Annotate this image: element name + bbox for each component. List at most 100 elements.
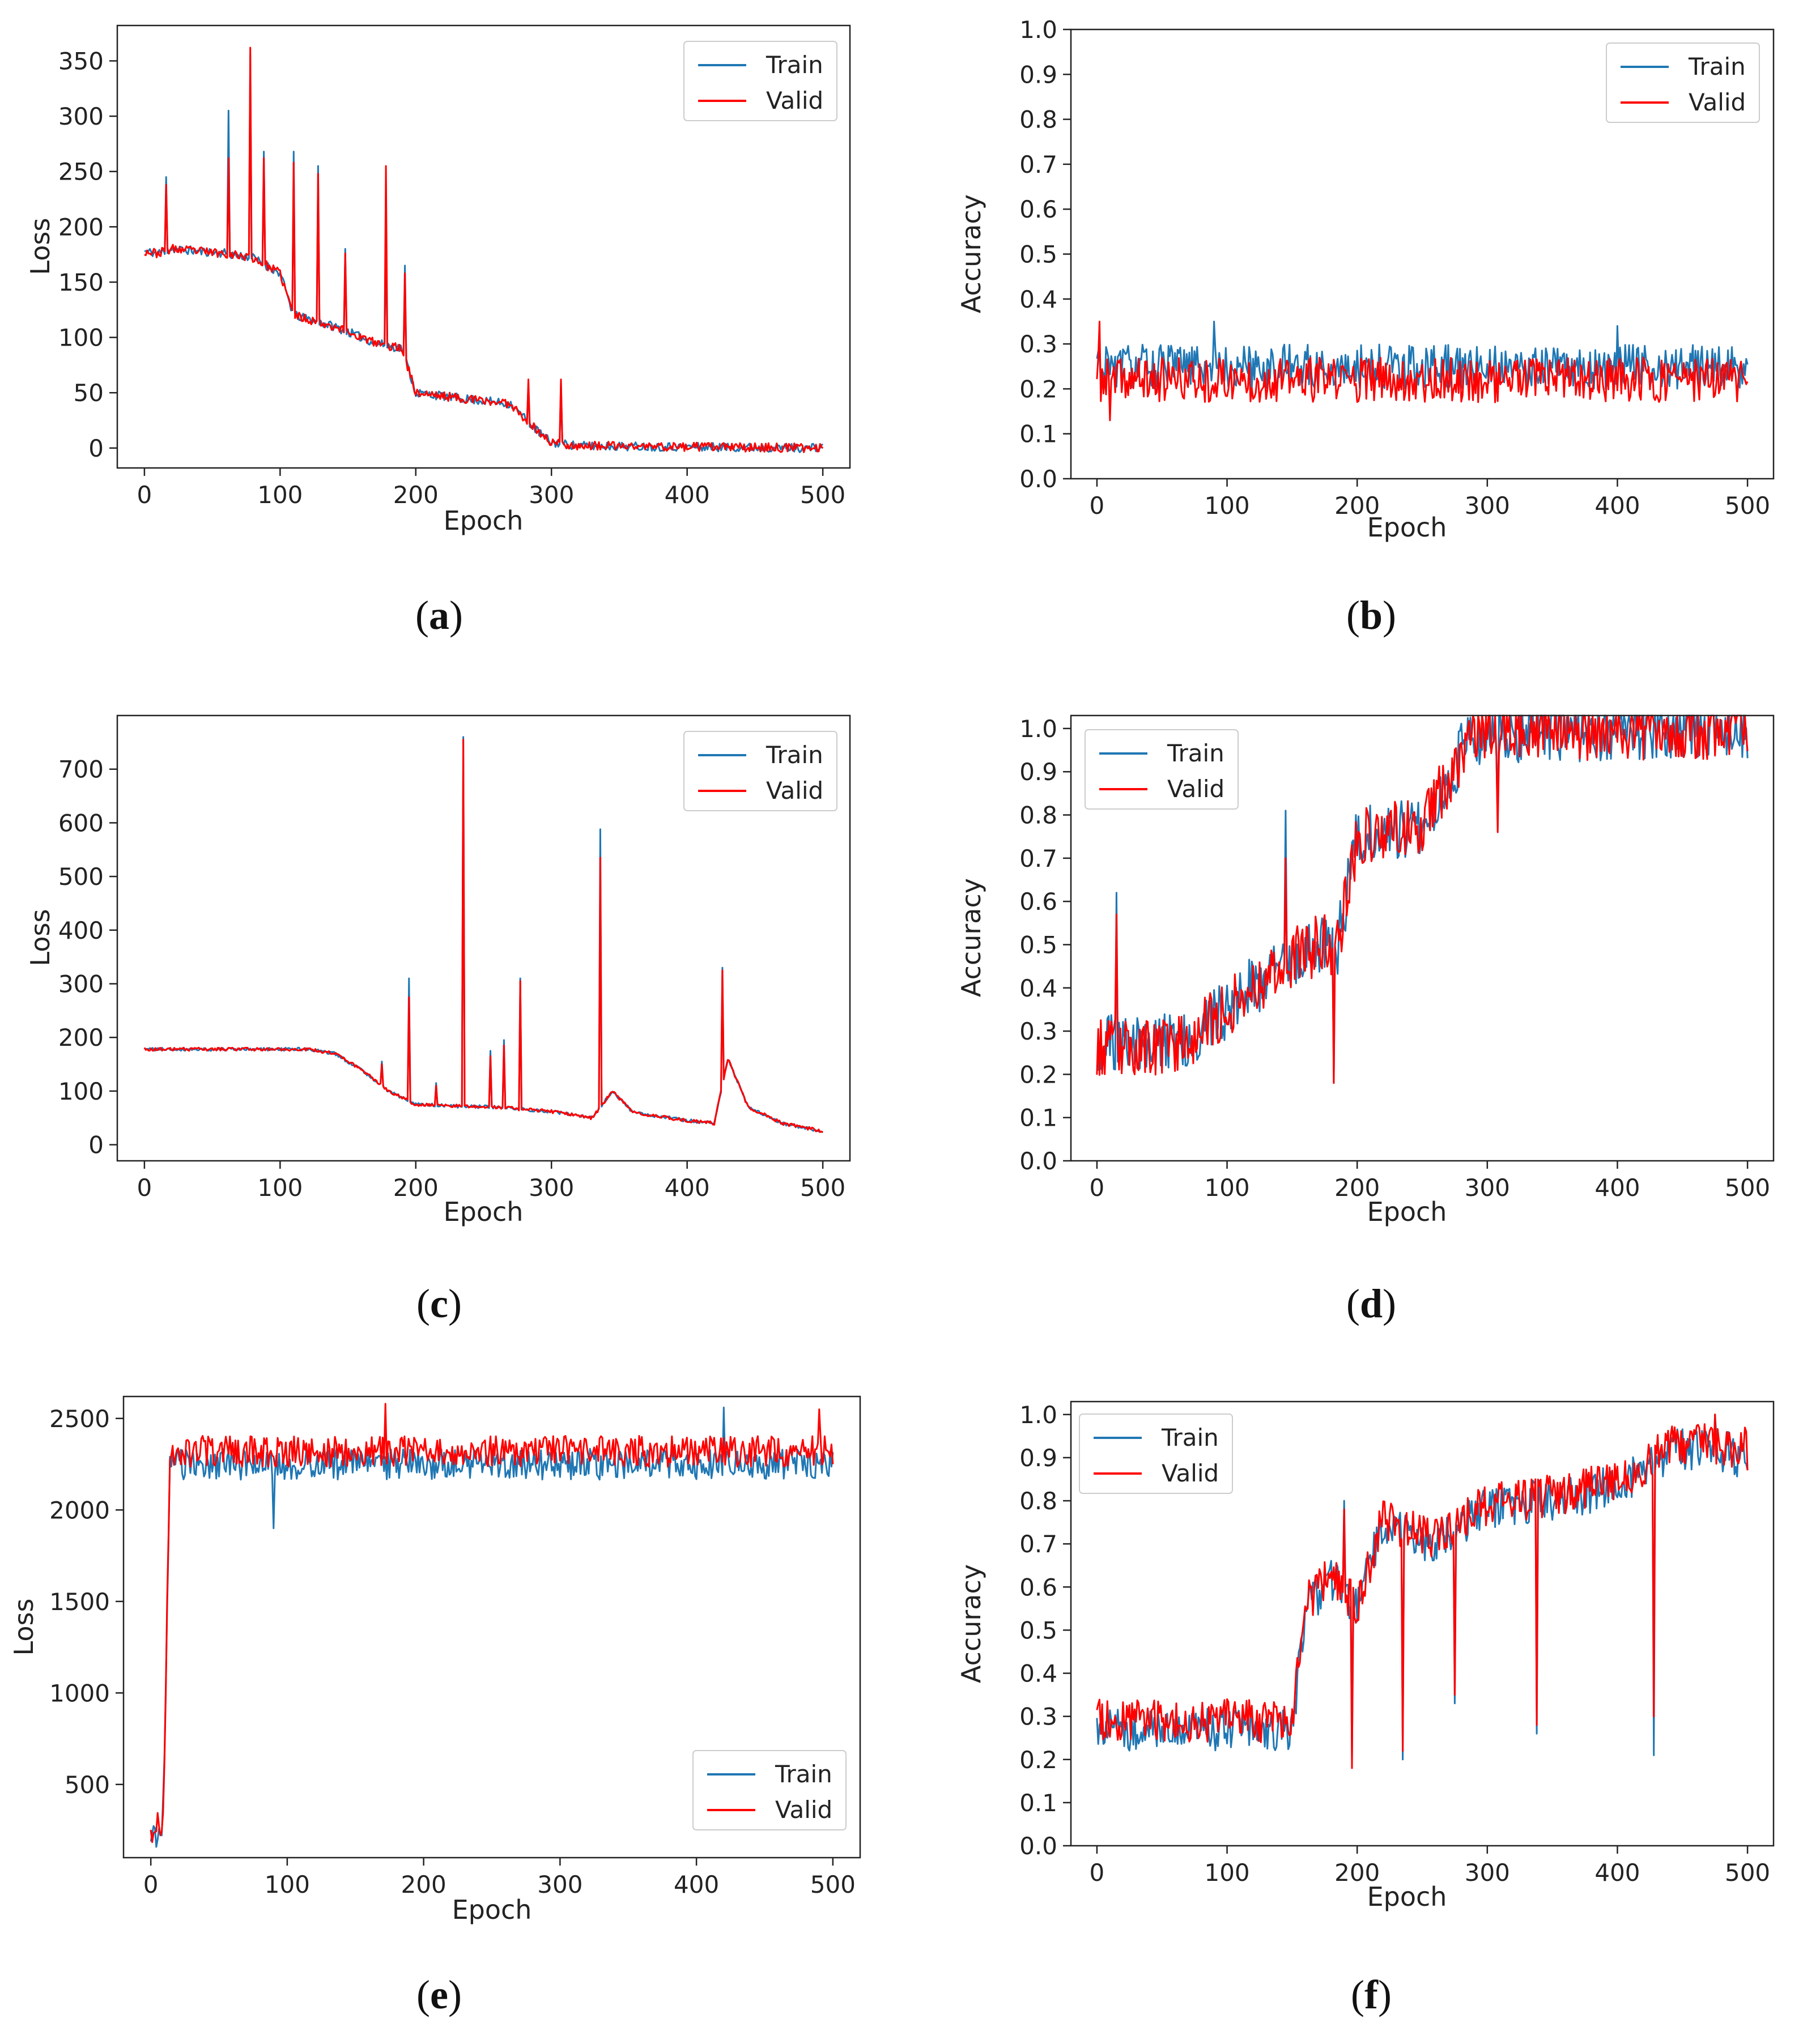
x-tick-label-c-0: 0	[137, 1174, 152, 1202]
y-tick-label-d-5: 0.5	[1019, 931, 1057, 959]
y-tick-label-b-0: 0.0	[1019, 465, 1057, 493]
y-tick-label-c-0: 0	[88, 1131, 104, 1159]
legend-a: Train Valid	[683, 41, 837, 121]
x-tick-label-f-0: 0	[1090, 1859, 1105, 1887]
legend-train-label-f: Train	[1161, 1424, 1219, 1451]
caption-e: (e)	[416, 1972, 462, 2017]
y-tick-label-b-10: 1.0	[1019, 16, 1057, 44]
legend-e: Train Valid	[692, 1750, 847, 1830]
panel-f: 0 100 200 300 400 500 0.0 0.1 0.2 0.3 0.4 0.5 0.6 0.7…	[956, 1400, 1775, 1912]
x-tick-label-a-5: 500	[800, 481, 845, 509]
y-tick-label-d-8: 0.8	[1019, 802, 1057, 829]
y-tick-label-b-3: 0.3	[1019, 330, 1057, 358]
panel-a: 0 100 200 300 400 500 0 50 100 150 200 250 300 350 Ep…	[25, 24, 851, 536]
y-tick-label-e-3: 2000	[49, 1496, 110, 1524]
y-tick-label-a-6: 300	[58, 103, 104, 130]
x-tick-label-b-4: 400	[1594, 492, 1640, 520]
x-tick-label-f-5: 500	[1725, 1859, 1770, 1887]
x-tick-label-b-5: 500	[1725, 492, 1770, 520]
y-tick-label-f-3: 0.3	[1019, 1703, 1057, 1731]
legend-d: Train Valid	[1085, 729, 1239, 810]
y-tick-label-a-3: 150	[58, 269, 104, 296]
x-tick-label-c-3: 300	[529, 1174, 574, 1202]
ticks-b: 0 100 200 300 400 500 0.0 0.1 0.2 0.3 0.4 0.5 0.6 0.7…	[1019, 16, 1770, 520]
legend-valid-label-f: Valid	[1162, 1459, 1219, 1487]
x-tick-label-a-2: 200	[393, 481, 439, 509]
y-tick-label-b-9: 0.9	[1019, 61, 1057, 88]
series-f	[1096, 1413, 1749, 1769]
x-tick-label-c-2: 200	[393, 1174, 439, 1202]
y-tick-label-e-2: 1500	[49, 1588, 110, 1616]
series-b	[1096, 321, 1749, 421]
y-tick-label-f-5: 0.5	[1019, 1616, 1057, 1644]
y-tick-label-d-0: 0.0	[1019, 1147, 1057, 1175]
caption-f: (f)	[1351, 1972, 1392, 2017]
plot-frame-e	[122, 1395, 861, 1859]
y-tick-label-f-10: 1.0	[1019, 1401, 1057, 1429]
series-line-a-valid	[144, 46, 824, 453]
x-axis-label-c: Epoch	[444, 1197, 524, 1227]
caption-a: (a)	[415, 593, 463, 638]
y-tick-label-b-2: 0.2	[1019, 375, 1057, 403]
y-tick-label-f-1: 0.1	[1019, 1789, 1057, 1817]
y-tick-label-d-6: 0.6	[1019, 888, 1057, 916]
x-tick-label-f-3: 300	[1465, 1859, 1510, 1887]
y-tick-label-e-1: 1000	[49, 1679, 110, 1707]
panel-b: 0 100 200 300 400 500 0.0 0.1 0.2 0.3 0.4 0.5 0.6 0.7…	[956, 16, 1775, 543]
x-axis-label-f: Epoch	[1367, 1881, 1447, 1912]
y-tick-label-d-10: 1.0	[1019, 715, 1057, 743]
x-tick-label-d-3: 300	[1465, 1174, 1510, 1202]
y-tick-label-a-7: 350	[58, 47, 104, 75]
y-tick-label-d-2: 0.2	[1019, 1061, 1057, 1088]
x-tick-label-c-4: 400	[665, 1174, 710, 1202]
y-tick-label-d-9: 0.9	[1019, 758, 1057, 786]
ticks-d: 0 100 200 300 400 500 0.0 0.1 0.2 0.3 0.4 0.5 0.6 0.7…	[1019, 715, 1770, 1202]
y-axis-label-a: Loss	[25, 218, 56, 275]
y-tick-label-f-7: 0.7	[1019, 1530, 1057, 1558]
caption-b: (b)	[1346, 593, 1396, 638]
plot-frame-d	[1070, 714, 1775, 1162]
y-tick-label-b-7: 0.7	[1019, 151, 1057, 178]
y-tick-label-c-2: 200	[58, 1024, 104, 1051]
ticks-c: 0 100 200 300 400 500 0 100 200 300 400 500 600 700	[58, 756, 845, 1202]
y-tick-label-b-1: 0.1	[1019, 420, 1057, 448]
x-axis-label-a: Epoch	[444, 505, 524, 536]
y-tick-label-e-0: 500	[65, 1771, 110, 1799]
x-tick-label-e-2: 200	[401, 1871, 447, 1898]
y-tick-label-b-6: 0.6	[1019, 195, 1057, 223]
x-tick-label-f-1: 100	[1204, 1859, 1249, 1887]
x-tick-label-f-4: 400	[1594, 1859, 1640, 1887]
legend-valid-label-c: Valid	[766, 777, 823, 804]
y-tick-label-f-0: 0.0	[1019, 1832, 1057, 1860]
ticks-f: 0 100 200 300 400 500 0.0 0.1 0.2 0.3 0.4 0.5 0.6 0.7…	[1019, 1401, 1770, 1887]
y-axis-label-d: Accuracy	[956, 878, 986, 997]
y-tick-label-d-3: 0.3	[1019, 1017, 1057, 1045]
plot-frame-a	[116, 24, 851, 469]
y-tick-label-c-5: 500	[58, 863, 104, 891]
plot-frame-c	[116, 714, 851, 1162]
series-line-c-valid	[143, 739, 823, 1133]
legend-train-label-c: Train	[766, 741, 823, 769]
x-tick-label-e-0: 0	[143, 1871, 159, 1898]
x-tick-label-b-0: 0	[1090, 492, 1105, 520]
x-tick-label-a-1: 100	[257, 481, 303, 509]
panel-d: 0 100 200 300 400 500 0.0 0.1 0.2 0.3 0.4 0.5 0.6 0.7…	[956, 714, 1775, 1227]
ticks-a: 0 100 200 300 400 500 0 50 100 150 200 250 300 350	[58, 47, 845, 509]
x-tick-label-b-1: 100	[1204, 492, 1249, 520]
legend-valid-label-a: Valid	[766, 87, 823, 114]
panel-c: 0 100 200 300 400 500 0 100 200 300 400 500 600 700 E…	[25, 714, 851, 1227]
series-line-f-valid	[1096, 1413, 1749, 1769]
x-axis-label-d: Epoch	[1367, 1197, 1447, 1227]
series-line-b-valid	[1096, 321, 1749, 421]
x-tick-label-d-5: 500	[1725, 1174, 1770, 1202]
legend-train-label-b: Train	[1688, 53, 1746, 80]
x-tick-label-e-4: 400	[674, 1871, 719, 1898]
caption-e-letter: e	[430, 1972, 448, 2017]
ticks-e: 0 100 200 300 400 500 500 1000 1500 2000 2500	[49, 1405, 856, 1898]
caption-c-letter: c	[430, 1281, 448, 1326]
legend-valid-label-d: Valid	[1167, 775, 1224, 803]
y-tick-label-f-4: 0.4	[1019, 1660, 1057, 1688]
y-tick-label-a-0: 0	[88, 435, 104, 462]
y-axis-label-c: Loss	[25, 909, 56, 966]
